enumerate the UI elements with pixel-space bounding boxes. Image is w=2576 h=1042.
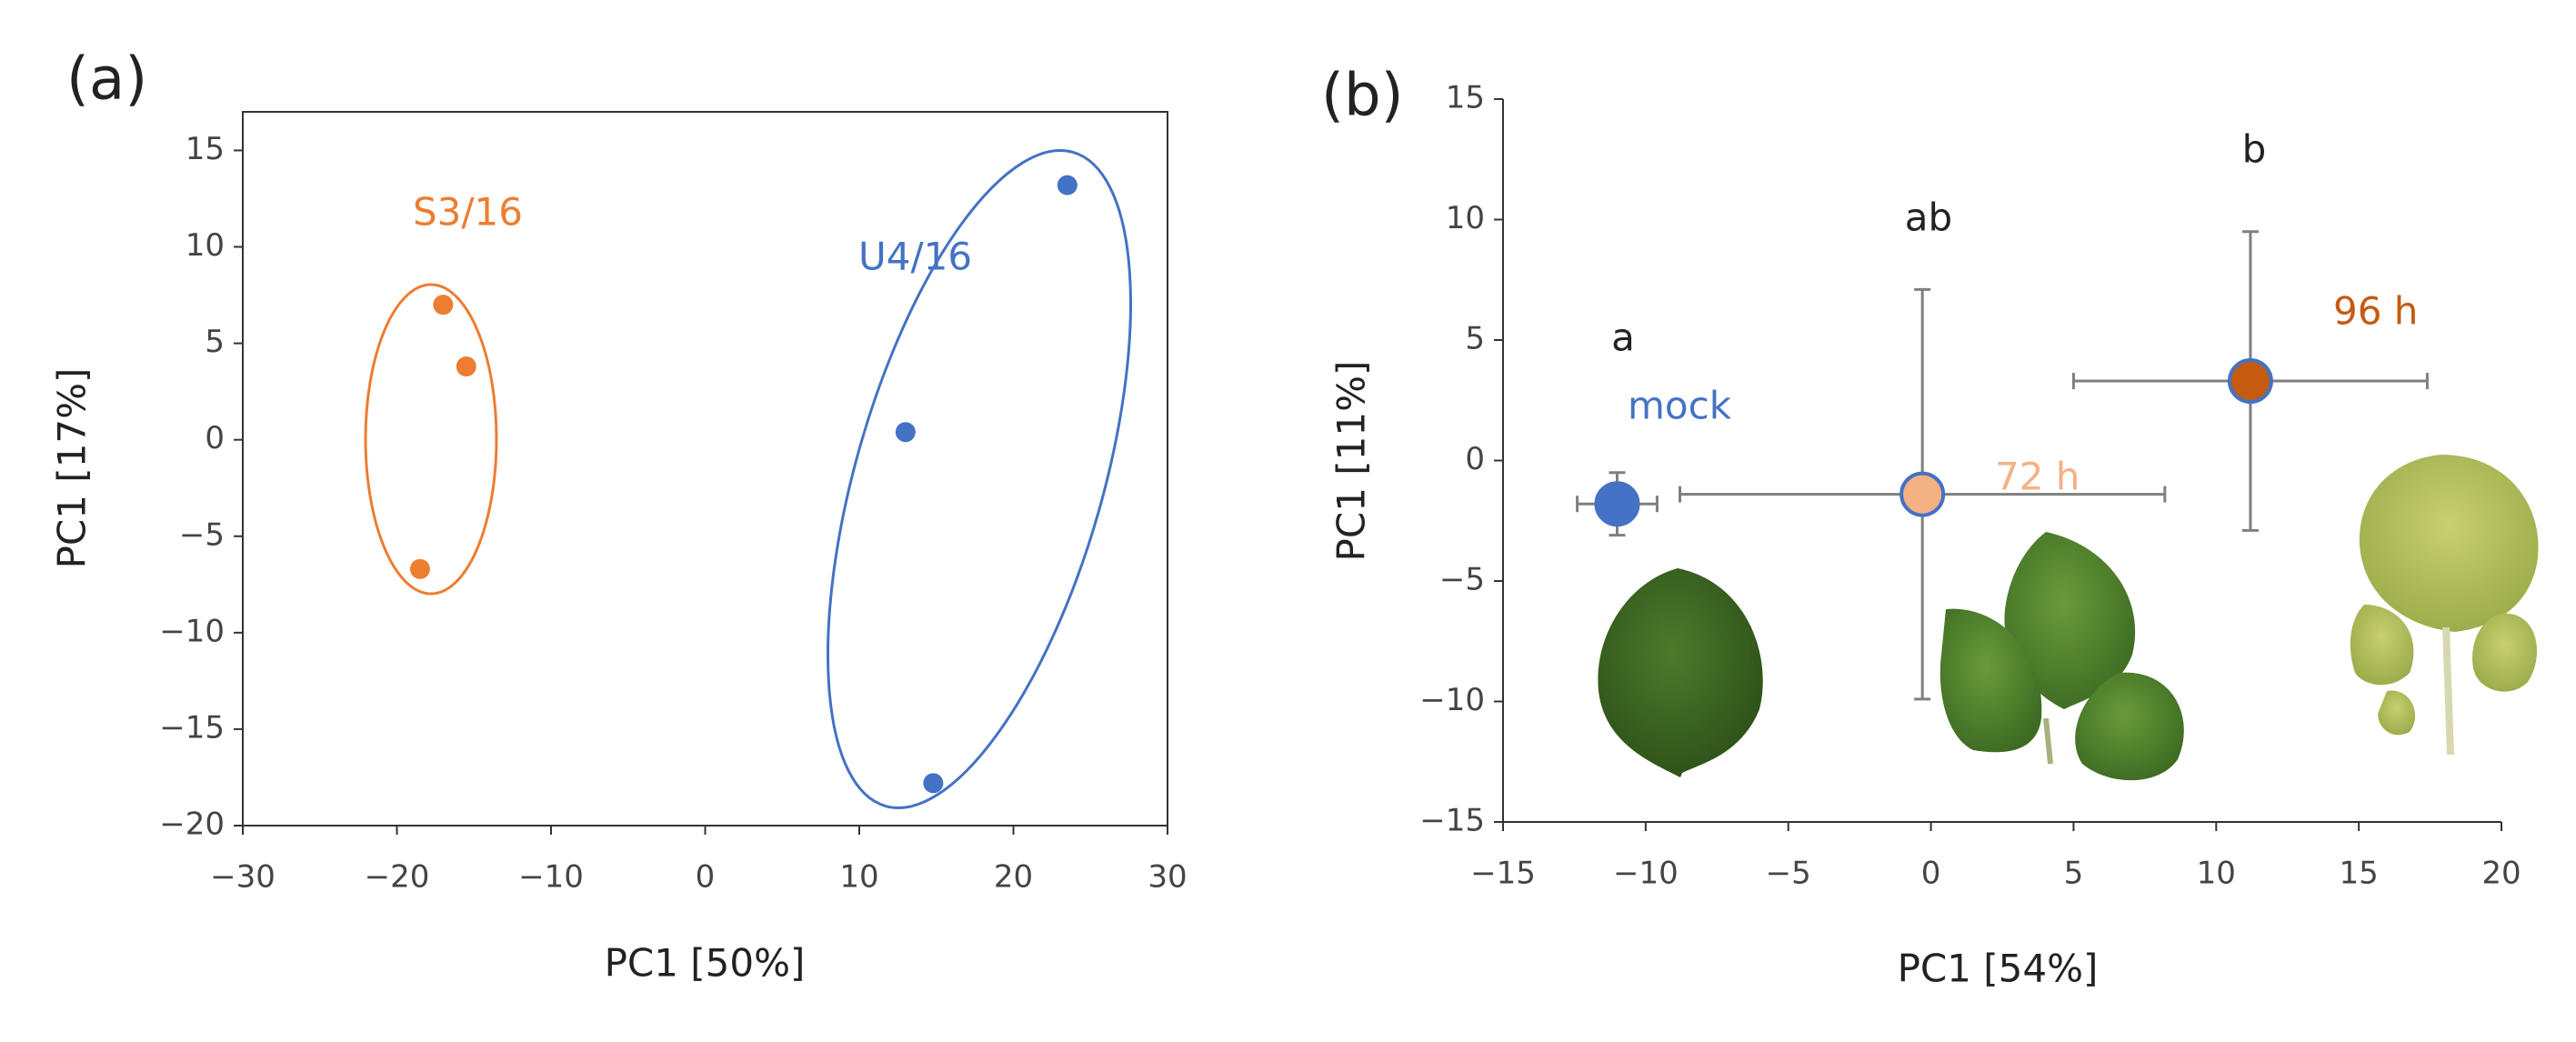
y-axis-title: PC1 [17%] (50, 368, 95, 569)
series-label: U4/16 (858, 235, 972, 279)
group-letter: a (1611, 316, 1635, 360)
point (1899, 471, 1946, 517)
y-tick-label: 5 (205, 324, 225, 360)
cluster-ellipse (827, 149, 1132, 809)
y-tick-label: 15 (1446, 80, 1485, 116)
x-tick-label: 20 (994, 859, 1033, 896)
x-tick-label: 0 (696, 859, 716, 896)
x-tick-label: 30 (1148, 859, 1187, 896)
y-tick-label: 15 (185, 131, 225, 167)
point (2227, 358, 2273, 405)
y-tick-label: −10 (159, 613, 225, 649)
point (923, 773, 944, 794)
y-tick-label: 10 (1446, 200, 1485, 236)
x-tick-label: 10 (2197, 856, 2236, 892)
y-tick-label: −5 (1439, 562, 1485, 598)
point (456, 356, 476, 377)
leaf-images (1598, 455, 2539, 781)
point (895, 422, 916, 443)
x-axis-title: PC1 [50%] (605, 941, 806, 986)
series-label: 96 h (2333, 289, 2418, 334)
x-tick-label: 20 (2481, 856, 2521, 892)
x-tick-label: −15 (1470, 856, 1536, 892)
y-tick-label: −5 (179, 516, 225, 553)
x-tick-label: −10 (518, 859, 584, 896)
leaf-72h (1940, 532, 2184, 781)
leaf-mock (1598, 568, 1763, 777)
y-tick-label: −15 (159, 709, 225, 746)
y-tick-label: −20 (159, 807, 225, 843)
leaf-96h (2350, 455, 2539, 756)
x-tick-label: 0 (1921, 856, 1941, 892)
y-tick-label: 0 (205, 420, 225, 456)
series-label: mock (1628, 384, 1732, 428)
panel-label: (b) (1321, 63, 1404, 130)
x-tick-label: −5 (1766, 856, 1811, 892)
y-axis-title: PC1 [11%] (1329, 361, 1374, 562)
series-label: S3/16 (413, 190, 523, 235)
point (1594, 481, 1640, 527)
point (409, 558, 430, 579)
panel-label: (a) (66, 46, 147, 114)
x-tick-label: 15 (2340, 856, 2379, 892)
x-tick-label: 5 (2064, 856, 2084, 892)
series-label: 72 h (1995, 455, 2080, 499)
point (1057, 175, 1078, 195)
cluster-ellipse (364, 283, 498, 596)
plot-frame (242, 111, 1168, 827)
y-tick-label: −15 (1419, 803, 1485, 839)
x-tick-label: −10 (1613, 856, 1679, 892)
y-tick-label: 10 (185, 227, 225, 264)
y-tick-label: 0 (1465, 441, 1485, 477)
group-letter: b (2242, 127, 2267, 172)
x-tick-label: −20 (365, 859, 430, 896)
x-tick-label: 10 (839, 859, 878, 896)
y-tick-label: 5 (1465, 321, 1485, 357)
point (433, 295, 454, 316)
y-tick-label: −10 (1419, 682, 1485, 718)
group-letter: ab (1905, 195, 1952, 240)
x-tick-label: −30 (210, 859, 276, 896)
x-axis-title: PC1 [54%] (1898, 947, 2099, 991)
